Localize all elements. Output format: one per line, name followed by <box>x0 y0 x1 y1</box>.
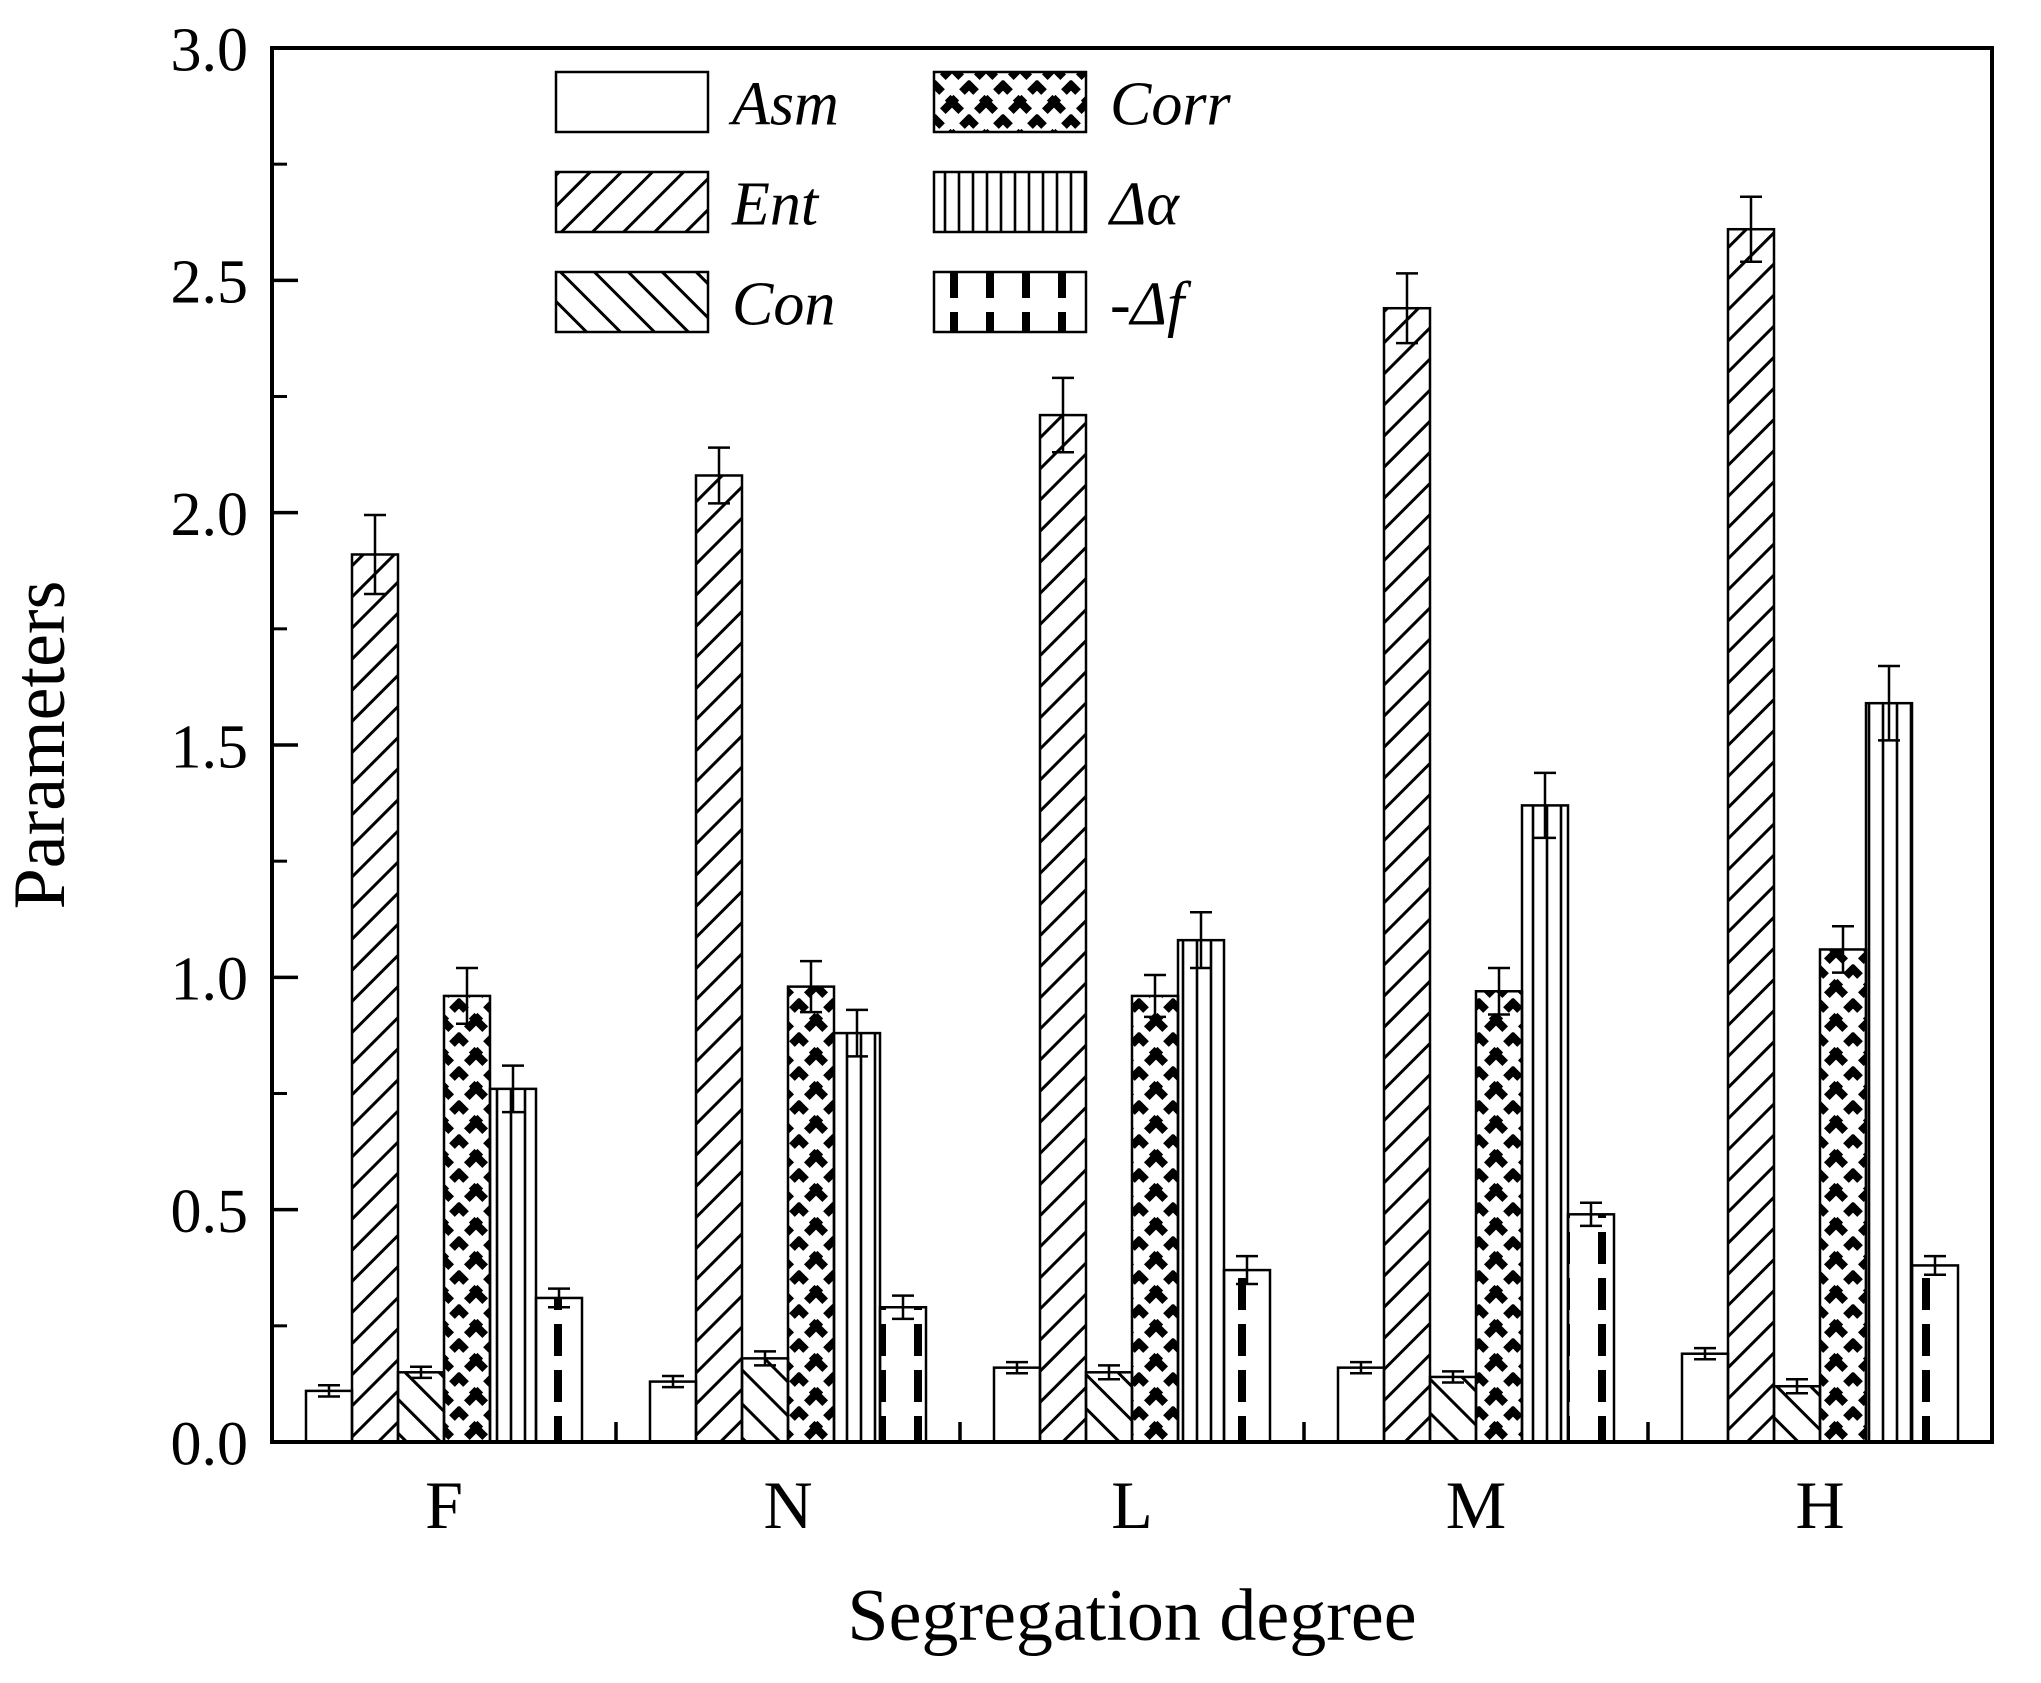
bar-Δα-L <box>1176 938 1226 1444</box>
legend-swatch--Δf <box>932 270 1088 334</box>
bar-Asm-F <box>304 1389 354 1444</box>
legend-swatch-Δα <box>932 170 1088 234</box>
errorbar-Δα-N <box>846 1008 868 1058</box>
bar--Δf-L <box>1222 1268 1272 1444</box>
bar--Δf-M <box>1566 1213 1616 1444</box>
errorbar-Con-H <box>1786 1378 1808 1395</box>
errorbar-Δα-H <box>1878 664 1900 742</box>
bar--Δf-F <box>534 1296 584 1444</box>
bar-Corr-F <box>442 994 492 1444</box>
bar-Asm-L <box>992 1366 1042 1444</box>
legend-swatch-Asm <box>554 70 710 134</box>
bar-Asm-H <box>1680 1352 1730 1444</box>
legend-label-Ent: Ent <box>731 170 820 238</box>
bar-Corr-H <box>1818 948 1868 1444</box>
bar--Δf-H <box>1910 1264 1960 1444</box>
errorbar-Ent-F <box>364 513 386 596</box>
errorbar-Asm-L <box>1006 1360 1028 1375</box>
x-tick-label-F: F <box>425 1467 463 1543</box>
errorbar--Δf-H <box>1924 1254 1946 1276</box>
errorbar-Corr-N <box>800 959 822 1014</box>
bar-Con-N <box>740 1357 790 1444</box>
errorbar-Δα-L <box>1190 911 1212 970</box>
errorbar-Ent-N <box>708 446 730 505</box>
bar--Δf-N <box>878 1305 928 1444</box>
errorbar--Δf-M <box>1580 1201 1602 1228</box>
bar-Δα-M <box>1520 804 1570 1444</box>
x-tick-label-N: N <box>763 1467 812 1543</box>
legend-label-Corr: Corr <box>1110 70 1231 138</box>
x-axis-title: Segregation degree <box>847 1575 1416 1657</box>
legend-swatch-Corr <box>932 70 1088 134</box>
errorbar-Asm-N <box>662 1374 684 1389</box>
bar-Δα-N <box>832 1031 882 1444</box>
errorbar-Δα-F <box>502 1064 524 1114</box>
bar-Con-M <box>1428 1375 1478 1444</box>
legend-swatch-Ent <box>554 170 710 234</box>
errorbar--Δf-N <box>892 1294 914 1321</box>
bar-Ent-M <box>1382 306 1432 1444</box>
errorbar-Ent-L <box>1052 376 1074 454</box>
bar-Δα-F <box>488 1087 538 1444</box>
bar-Con-F <box>396 1371 446 1444</box>
errorbar-Δα-M <box>1534 771 1556 840</box>
bar-Ent-F <box>350 553 400 1444</box>
errorbar-Asm-F <box>318 1384 340 1398</box>
x-tick-label-L: L <box>1111 1467 1153 1543</box>
errorbar-Corr-L <box>1144 973 1166 1019</box>
bar-Ent-H <box>1726 227 1776 1444</box>
plot-frame <box>270 46 1994 1444</box>
bar-Con-L <box>1084 1371 1134 1444</box>
legend: Asm Ent Con Corr Δα -Δf <box>554 70 1231 338</box>
y-axis-title: Parameters <box>0 581 81 910</box>
y-tick-label: 0.0 <box>171 1410 249 1478</box>
bar-Corr-N <box>786 985 836 1444</box>
errorbar--Δf-L <box>1236 1254 1258 1286</box>
bar-Asm-N <box>648 1380 698 1444</box>
errorbar-Ent-H <box>1740 195 1762 263</box>
errorbar-Corr-H <box>1832 924 1854 974</box>
bar-Corr-L <box>1130 994 1180 1444</box>
bar-Con-H <box>1772 1384 1822 1444</box>
errorbar--Δf-F <box>548 1287 570 1309</box>
errorbar-Corr-M <box>1488 966 1510 1016</box>
y-tick-label: 3.0 <box>171 16 249 84</box>
axes-layer: F N L M H 0.0 0.5 1.0 1.5 2.0 2.5 3.0 <box>171 16 1845 1543</box>
errorbar-Con-F <box>410 1365 432 1380</box>
errorbar-Con-L <box>1098 1364 1120 1381</box>
bar-Asm-M <box>1336 1366 1386 1444</box>
errorbar-Con-M <box>1442 1370 1464 1384</box>
errorbar-Corr-F <box>456 966 478 1026</box>
errorbar-Asm-H <box>1694 1346 1716 1361</box>
y-tick-label: 1.0 <box>171 946 249 1014</box>
legend-label-Asm: Asm <box>728 70 839 138</box>
errorbar-Con-N <box>754 1350 776 1367</box>
bar-Δα-H <box>1864 701 1914 1444</box>
y-tick-label: 0.5 <box>171 1178 249 1246</box>
bar-Ent-N <box>694 474 744 1444</box>
legend-swatch-Con <box>554 270 710 334</box>
bars-layer <box>304 195 1960 1444</box>
legend-label-Con: Con <box>732 270 835 338</box>
legend-label--Δf: -Δf <box>1110 270 1192 338</box>
errorbar-Ent-M <box>1396 272 1418 345</box>
bar-Corr-M <box>1474 990 1524 1444</box>
x-tick-label-M: M <box>1446 1467 1506 1543</box>
legend-label-Δα: Δα <box>1107 170 1180 238</box>
y-tick-label: 2.0 <box>171 481 249 549</box>
y-tick-label: 2.5 <box>171 249 249 317</box>
bar-Ent-L <box>1038 413 1088 1444</box>
errorbar-Asm-M <box>1350 1360 1372 1375</box>
y-tick-label: 1.5 <box>171 713 249 781</box>
x-tick-label-H: H <box>1795 1467 1844 1543</box>
